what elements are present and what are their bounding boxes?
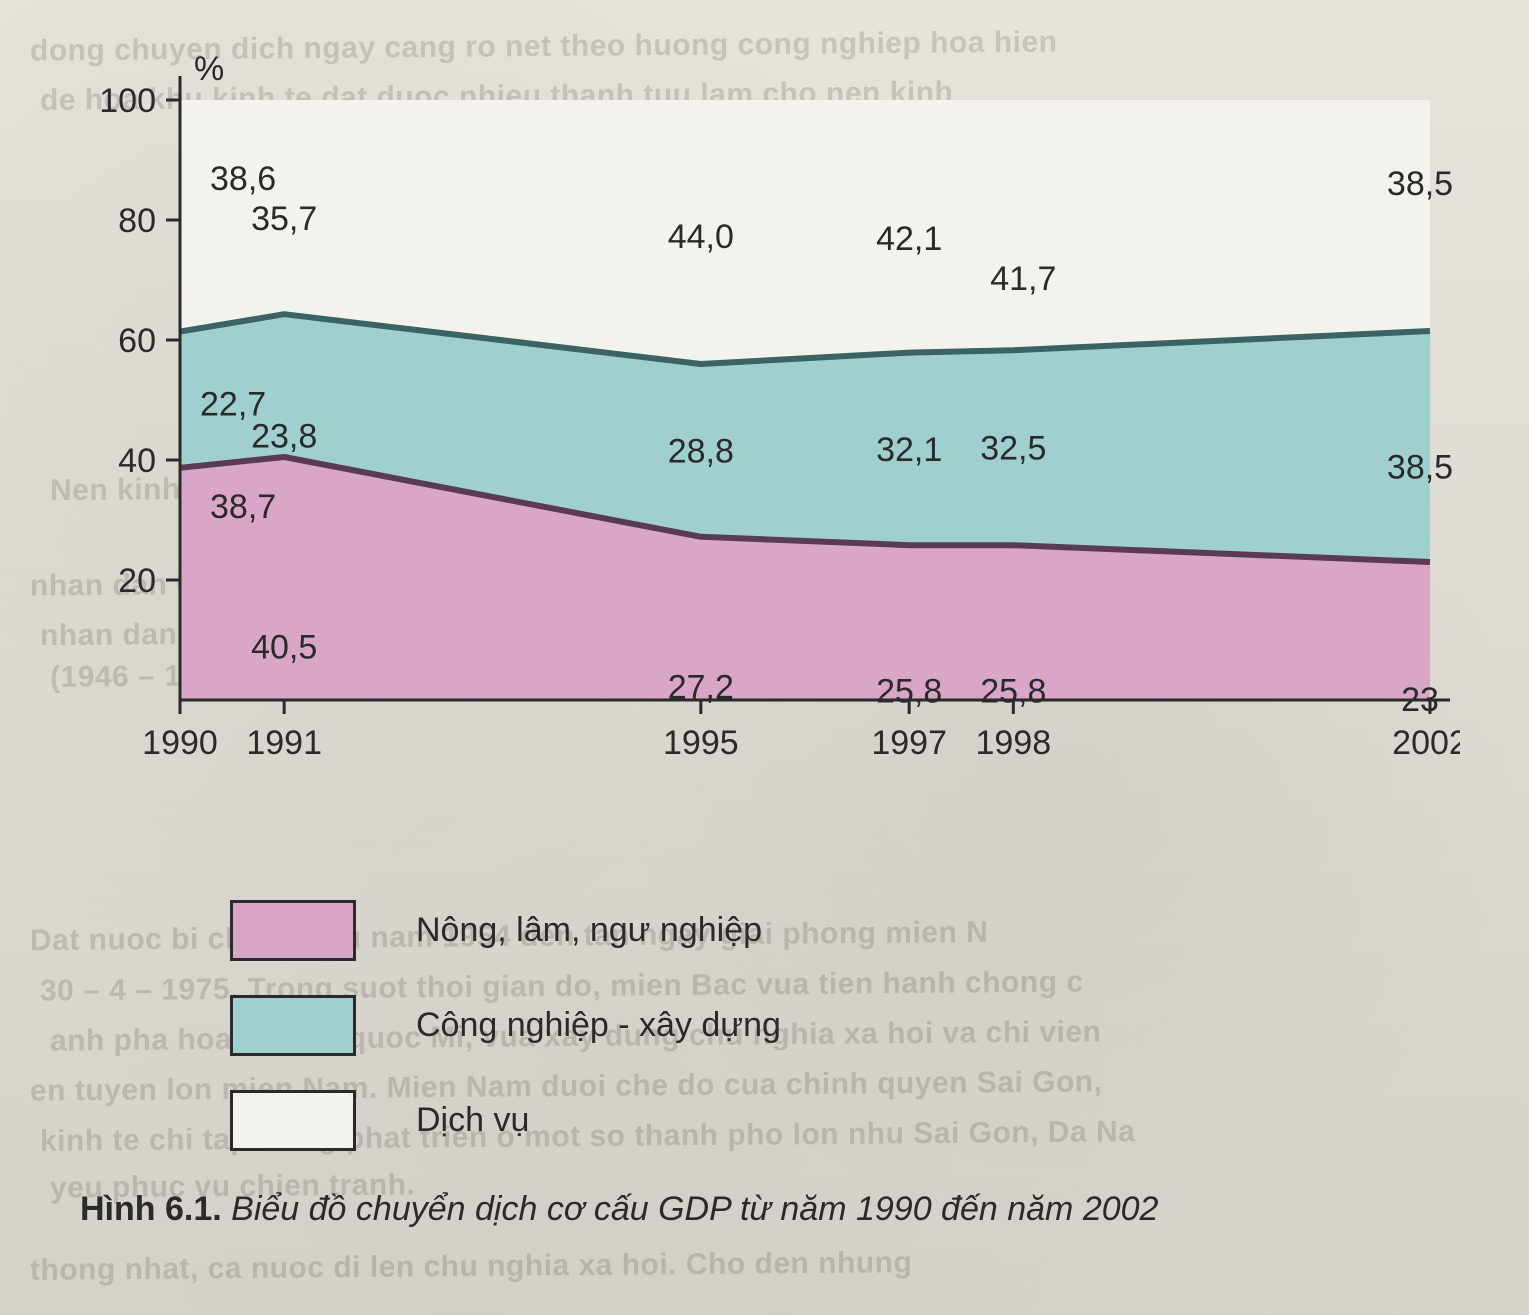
svg-text:1997: 1997 xyxy=(871,724,947,762)
svg-text:38,7: 38,7 xyxy=(210,488,276,526)
svg-text:%: % xyxy=(194,50,224,88)
legend-label-agri: Nông, lâm, ngư nghiệp xyxy=(416,911,762,950)
svg-text:32,5: 32,5 xyxy=(980,430,1046,468)
svg-text:1998: 1998 xyxy=(976,724,1052,762)
svg-text:35,7: 35,7 xyxy=(251,200,317,238)
legend-item-serv: Dịch vụ xyxy=(230,1090,1130,1151)
figure-number: Hình 6.1. xyxy=(80,1190,222,1228)
svg-text:38,5: 38,5 xyxy=(1387,165,1453,203)
svg-text:80: 80 xyxy=(118,202,156,240)
svg-text:25,8: 25,8 xyxy=(980,673,1046,711)
svg-text:41,7: 41,7 xyxy=(990,260,1056,298)
ghost-line: thong nhat, ca nuoc di len chu nghia xa … xyxy=(30,1246,912,1288)
figure-caption: Hình 6.1. Biểu đồ chuyển dịch cơ cấu GDP… xyxy=(80,1190,1460,1229)
legend-swatch-indus xyxy=(230,995,356,1056)
svg-text:28,8: 28,8 xyxy=(668,432,734,470)
svg-text:60: 60 xyxy=(118,322,156,360)
svg-text:23: 23 xyxy=(1401,681,1439,719)
legend-label-indus: Công nghiệp - xây dựng xyxy=(416,1006,781,1045)
svg-text:38,5: 38,5 xyxy=(1387,449,1453,487)
svg-text:32,1: 32,1 xyxy=(876,431,942,469)
svg-text:1990: 1990 xyxy=(142,724,218,762)
legend: Nông, lâm, ngư nghiệp Công nghiệp - xây … xyxy=(230,900,1130,1185)
svg-text:20: 20 xyxy=(118,562,156,600)
svg-text:23,8: 23,8 xyxy=(251,418,317,456)
legend-item-agri: Nông, lâm, ngư nghiệp xyxy=(230,900,1130,961)
svg-text:100: 100 xyxy=(99,82,156,120)
svg-text:1991: 1991 xyxy=(246,724,322,762)
legend-label-serv: Dịch vụ xyxy=(416,1101,529,1140)
legend-item-indus: Công nghiệp - xây dựng xyxy=(230,995,1130,1056)
gdp-structure-chart: 20406080100%19901991199519971998200238,7… xyxy=(90,40,1460,750)
svg-text:1995: 1995 xyxy=(663,724,739,762)
svg-text:40: 40 xyxy=(118,442,156,480)
svg-text:40,5: 40,5 xyxy=(251,629,317,667)
svg-text:44,0: 44,0 xyxy=(668,218,734,256)
svg-text:38,6: 38,6 xyxy=(210,160,276,198)
svg-text:25,8: 25,8 xyxy=(876,673,942,711)
legend-swatch-serv xyxy=(230,1090,356,1151)
svg-text:2002: 2002 xyxy=(1392,724,1460,762)
svg-text:27,2: 27,2 xyxy=(668,668,734,706)
svg-text:42,1: 42,1 xyxy=(876,220,942,258)
figure-title: Biểu đồ chuyển dịch cơ cấu GDP từ năm 19… xyxy=(231,1190,1158,1228)
legend-swatch-agri xyxy=(230,900,356,961)
